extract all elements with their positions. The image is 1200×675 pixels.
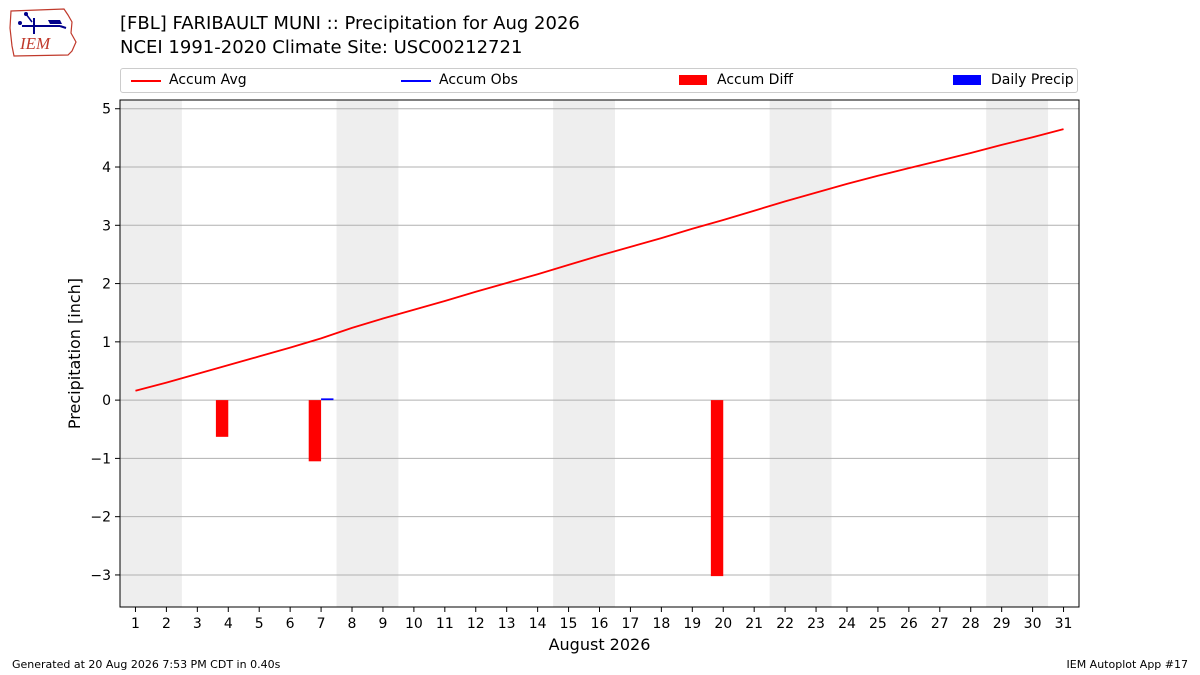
x-tick-label-23: 24 [838, 616, 856, 632]
legend-swatch-accum-diff [679, 75, 707, 85]
weekend-band-3 [769, 100, 832, 607]
lines [135, 128, 1064, 392]
x-tick-label-29: 30 [1024, 616, 1042, 632]
x-tick-label-3: 4 [224, 616, 233, 632]
x-tick-label-12: 13 [498, 616, 516, 632]
daily-precip-bar-day-7 [321, 398, 334, 401]
legend-swatch-accum-obs [401, 80, 431, 82]
legend-label-accum-diff: Accum Diff [717, 72, 794, 88]
x-tick-label-19: 20 [714, 616, 732, 632]
x-tick-label-25: 26 [900, 616, 918, 632]
accum-avg-line [135, 128, 1064, 392]
y-tick-label-6: −1 [90, 451, 111, 467]
app-id-label: IEM Autoplot App #17 [1066, 658, 1189, 671]
accum-diff-bar-day-7 [308, 400, 322, 462]
y-tick-label-0: 5 [102, 102, 111, 118]
x-tick-label-18: 19 [683, 616, 701, 632]
legend-swatch-accum-avg [131, 80, 161, 82]
x-tick-label-30: 31 [1055, 616, 1073, 632]
x-tick-label-4: 5 [255, 616, 264, 632]
y-tick-label-1: 4 [102, 160, 111, 176]
x-tick-label-9: 10 [405, 616, 423, 632]
legend-label-accum-avg: Accum Avg [169, 72, 247, 88]
x-tick-label-0: 1 [131, 616, 140, 632]
y-axis-ticks: 5 4 3 2 1 0 −1 −2 −3 [90, 102, 120, 584]
x-tick-label-26: 27 [931, 616, 949, 632]
x-tick-label-7: 8 [348, 616, 357, 632]
x-tick-label-15: 16 [591, 616, 609, 632]
chart-title: [FBL] FARIBAULT MUNI :: Precipitation fo… [120, 13, 580, 34]
generated-timestamp: Generated at 20 Aug 2026 7:53 PM CDT in … [12, 658, 281, 671]
y-tick-label-4: 1 [102, 335, 111, 351]
y-tick-label-8: −3 [90, 568, 111, 584]
weekend-shading [120, 100, 1049, 607]
plot-frame [119, 99, 1080, 608]
x-tick-label-8: 9 [378, 616, 387, 632]
logo-text: IEM [19, 34, 51, 53]
legend: Accum Avg Accum Obs Accum Diff Daily Pre… [120, 68, 1078, 93]
x-tick-label-20: 21 [745, 616, 763, 632]
x-tick-label-24: 25 [869, 616, 887, 632]
x-tick-label-21: 22 [776, 616, 794, 632]
bars [215, 398, 724, 577]
y-gridlines [120, 108, 1079, 576]
weekend-band-2 [553, 100, 615, 607]
x-axis-label: August 2026 [549, 635, 651, 654]
chart-subtitle: NCEI 1991-2020 Climate Site: USC00212721 [120, 37, 523, 58]
legend-swatch-daily-precip [953, 75, 981, 85]
y-axis-label: Precipitation [inch] [65, 278, 84, 429]
accum-diff-bar-day-4 [215, 400, 229, 437]
x-axis-ticks: 1 2 3 4 5 6 7 8 9 10 11 12 13 14 15 16 17 18 19 20 21 22 23 24 2… [131, 607, 1072, 632]
accum-diff-bar-day-20 [710, 400, 724, 577]
x-tick-label-28: 29 [993, 616, 1011, 632]
x-tick-label-13: 14 [529, 616, 547, 632]
x-tick-label-5: 6 [286, 616, 295, 632]
x-tick-label-16: 17 [622, 616, 640, 632]
x-tick-label-2: 3 [193, 616, 202, 632]
legend-label-accum-obs: Accum Obs [439, 72, 518, 88]
x-tick-label-14: 15 [560, 616, 578, 632]
x-tick-label-27: 28 [962, 616, 980, 632]
y-tick-label-5: 0 [102, 393, 111, 409]
x-tick-label-22: 23 [807, 616, 825, 632]
x-tick-label-10: 11 [436, 616, 454, 632]
y-tick-label-2: 3 [102, 218, 111, 234]
x-tick-label-6: 7 [317, 616, 326, 632]
weekend-band-1 [336, 100, 399, 607]
x-tick-label-17: 18 [652, 616, 670, 632]
weekend-band-0 [120, 100, 182, 607]
y-tick-label-3: 2 [102, 277, 111, 293]
x-tick-label-1: 2 [162, 616, 171, 632]
legend-label-daily-precip: Daily Precip [991, 72, 1074, 88]
weekend-band-4 [986, 100, 1049, 607]
y-tick-label-7: −2 [90, 510, 111, 526]
x-tick-label-11: 12 [467, 616, 485, 632]
iem-logo: IEM [9, 8, 77, 57]
